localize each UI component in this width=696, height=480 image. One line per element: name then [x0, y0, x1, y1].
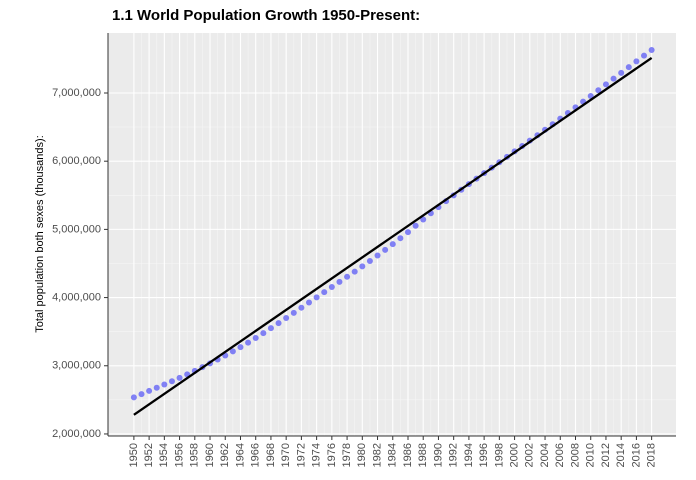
x-tick-label: 1998: [493, 443, 505, 467]
x-tick-label: 2014: [615, 443, 627, 467]
point: [168, 378, 175, 385]
x-tick-label: 2016: [630, 443, 642, 467]
x-tick-label: 1986: [402, 443, 414, 467]
point: [290, 309, 297, 316]
point: [412, 222, 419, 229]
x-tick-label: 1968: [265, 443, 277, 467]
y-tick-label: 3,000,000: [52, 360, 101, 372]
x-tick-label: 1962: [219, 443, 231, 467]
point: [344, 273, 351, 280]
point: [602, 81, 609, 88]
point: [359, 263, 366, 270]
point: [382, 246, 389, 253]
x-tick-label: 2012: [600, 443, 612, 467]
point: [321, 289, 328, 296]
x-tick-label: 1990: [432, 443, 444, 467]
x-tick-label: 1952: [143, 443, 155, 467]
y-axis-label: Total population both sexes (thousands):: [34, 135, 46, 333]
x-tick-label: 1984: [387, 443, 399, 467]
x-tick-label: 1980: [356, 443, 368, 467]
point: [641, 52, 648, 59]
point: [313, 294, 320, 301]
point: [245, 339, 252, 346]
point: [389, 241, 396, 248]
x-tick-label: 1974: [311, 443, 323, 467]
x-tick-label: 1988: [417, 443, 429, 467]
point: [420, 216, 427, 223]
x-tick-label: 1978: [341, 443, 353, 467]
point: [618, 69, 625, 76]
point: [260, 330, 267, 337]
x-tick-label: 1950: [128, 443, 140, 467]
x-tick-label: 1992: [448, 443, 460, 467]
x-tick-label: 1960: [204, 443, 216, 467]
y-tick-label: 7,000,000: [52, 87, 101, 99]
point: [610, 75, 617, 82]
x-tick-label: 1972: [295, 443, 307, 467]
x-tick-label: 1982: [371, 443, 383, 467]
x-tick-label: 1954: [158, 443, 170, 467]
x-tick-label: 2004: [539, 443, 551, 467]
point: [252, 334, 259, 341]
x-tick-label: 1976: [326, 443, 338, 467]
point: [336, 278, 343, 285]
x-tick-label: 1970: [280, 443, 292, 467]
x-tick-label: 2010: [585, 443, 597, 467]
point: [374, 252, 381, 259]
point: [351, 268, 358, 275]
x-tick-label: 2018: [646, 443, 658, 467]
point: [275, 320, 282, 327]
point: [625, 64, 632, 71]
point: [153, 384, 160, 391]
x-tick-label: 1994: [463, 443, 475, 467]
x-tick-label: 2002: [524, 443, 536, 467]
y-tick-label: 6,000,000: [52, 155, 101, 167]
point: [267, 325, 274, 332]
point: [633, 58, 640, 65]
point: [397, 235, 404, 242]
point: [161, 381, 168, 388]
point: [138, 391, 145, 398]
x-tick-label: 2006: [554, 443, 566, 467]
y-tick-label: 5,000,000: [52, 223, 101, 235]
point: [283, 315, 290, 322]
point: [648, 46, 655, 53]
x-tick-label: 1966: [250, 443, 262, 467]
trend-line: [133, 56, 653, 416]
point: [328, 284, 335, 291]
y-tick-label: 2,000,000: [52, 428, 101, 440]
y-tick-label: 4,000,000: [52, 291, 101, 303]
x-tick-label: 1996: [478, 443, 490, 467]
point: [298, 304, 305, 311]
x-tick-label: 1958: [189, 443, 201, 467]
point: [130, 394, 137, 401]
point: [587, 92, 594, 99]
point: [176, 374, 183, 381]
point: [366, 257, 373, 264]
point: [595, 87, 602, 94]
x-tick-label: 1956: [173, 443, 185, 467]
x-tick-label: 1964: [234, 443, 246, 467]
x-tick-label: 2008: [569, 443, 581, 467]
x-tick-label: 2000: [508, 443, 520, 467]
point: [306, 299, 313, 306]
point: [237, 344, 244, 351]
point: [229, 348, 236, 355]
point: [146, 387, 153, 394]
point: [404, 229, 411, 236]
chart-title: 1.1 World Population Growth 1950-Present…: [112, 7, 420, 24]
